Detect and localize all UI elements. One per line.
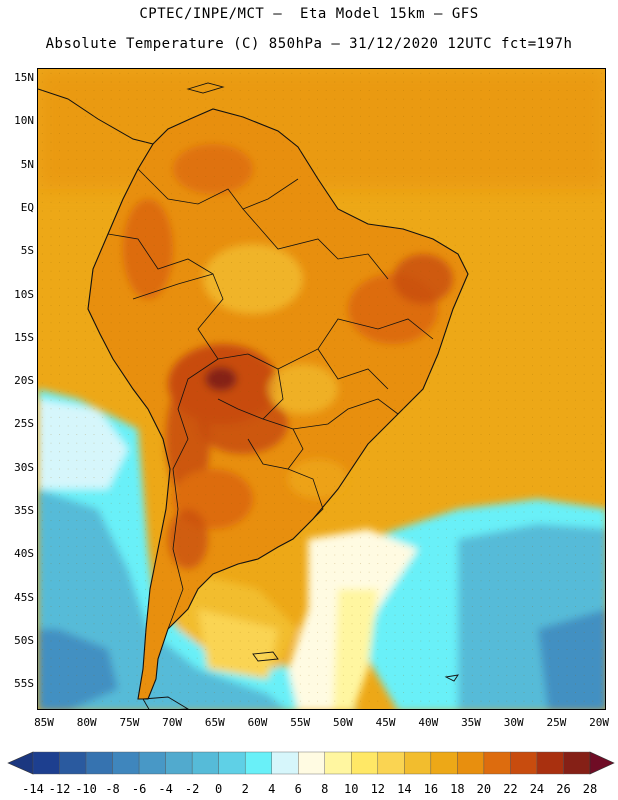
colorbar-label-4: -6 [131,782,147,796]
colorbar-swatch-4 [138,751,166,775]
colorbar-swatch-19 [536,751,564,775]
lon-label-35w: 35W [461,716,481,729]
lon-label-65w: 65W [204,716,225,729]
lat-label-5s: 5S [20,244,34,258]
colorbar-label-11: 8 [321,782,329,796]
lon-label-80w: 80W [76,716,97,729]
colorbar-label-7: 0 [215,782,223,796]
colorbar-swatch-13 [377,751,405,775]
lon-label-25w: 25W [546,716,567,729]
colorbar-swatch-14 [404,751,432,775]
lat-label-45s: 45S [14,590,34,604]
lat-label-30s: 30S [14,460,34,474]
colorbar-label-6: -2 [184,782,200,796]
colorbar-swatch-0 [32,751,60,775]
colorbar-swatch-7 [218,751,246,775]
colorbar-swatch-15 [430,751,458,775]
colorbar-label-10: 6 [294,782,302,796]
colorbar-label-15: 16 [423,782,439,796]
lat-label-15n: 15N [14,71,34,84]
colorbar-swatch-3 [112,751,140,775]
colorbar-swatch-12 [351,751,379,775]
grid-dots [38,69,605,709]
lon-label-50w: 50W [332,716,353,729]
lon-label-40w: 40W [418,716,439,729]
lat-label-55s: 55S [14,677,34,691]
lon-label-20w: 20W [589,716,610,729]
lat-label-5n: 5N [20,157,34,171]
colorbar [7,751,615,775]
colorbar-label-0: -14 [22,782,44,796]
lon-label-70w: 70W [162,716,183,729]
colorbar-swatch-20 [563,751,591,775]
colorbar-label-3: -8 [105,782,120,796]
lat-label-35s: 35S [14,504,34,517]
colorbar-label-5: -4 [158,782,173,796]
colorbar-label-20: 26 [556,782,571,796]
temperature-map [37,68,606,710]
lat-label-25s: 25S [14,417,34,431]
lon-label-60w: 60W [247,716,268,729]
colorbar-label-14: 14 [397,782,412,796]
map-title-line2: Absolute Temperature (C) 850hPa – 31/12/… [45,36,573,52]
colorbar-swatch-2 [85,751,113,775]
colorbar-label-2: -10 [75,782,97,796]
map-title-line1: CPTEC/INPE/MCT – Eta Model 15km – GFS [139,6,479,22]
colorbar-label-9: 4 [268,782,276,796]
colorbar-swatch-10 [298,751,325,775]
colorbar-label-16: 18 [450,782,465,796]
colorbar-swatch-1 [59,751,87,775]
lat-label-10n: 10N [14,114,34,128]
colorbar-swatch-6 [191,751,219,775]
colorbar-swatch-9 [271,751,299,775]
lat-label-10s: 10S [14,287,34,301]
colorbar-label-19: 24 [529,782,545,796]
lat-label-eq: EQ [20,200,34,214]
colorbar-label-13: 12 [370,782,386,796]
colorbar-high-arrow [589,751,615,775]
map-canvas [38,69,605,709]
colorbar-swatch-17 [483,751,511,775]
lon-label-55w: 55W [290,716,311,729]
lon-label-30w: 30W [503,716,524,729]
lon-label-85w: 85W [34,716,54,729]
lat-label-20s: 20S [14,374,34,388]
lon-label-45w: 45W [375,716,396,729]
colorbar-label-1: -12 [48,782,71,796]
colorbar-label-21: 28 [582,782,598,796]
lat-label-50s: 50S [14,633,34,647]
colorbar-low-arrow [7,751,34,775]
lat-label-40s: 40S [14,547,34,561]
colorbar-swatch-8 [244,751,272,775]
colorbar-label-18: 22 [503,782,518,796]
colorbar-label-12: 10 [344,782,359,796]
lat-label-15s: 15S [14,330,34,344]
lon-label-75w: 75W [119,716,140,729]
colorbar-swatch-16 [457,751,485,775]
colorbar-swatch-11 [324,751,352,775]
colorbar-swatch-18 [510,751,538,775]
colorbar-label-8: 2 [241,782,249,796]
colorbar-label-17: 20 [476,782,492,796]
colorbar-swatch-5 [165,751,193,775]
